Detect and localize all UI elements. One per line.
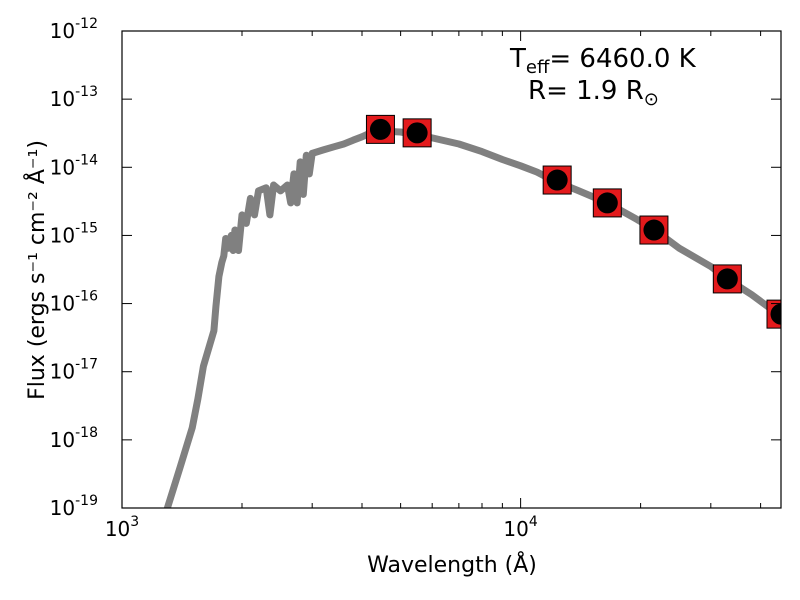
y-axis-label: Flux (ergs s⁻¹ cm⁻² Å⁻¹): [23, 140, 50, 400]
y-tick-label: 10-16: [50, 289, 98, 316]
y-tick-label: 10-19: [50, 493, 98, 520]
photometry-point: [592, 188, 622, 218]
y-tick-label: 10-12: [50, 16, 98, 43]
point-circle-marker: [770, 303, 781, 325]
photometry-point: [402, 118, 432, 148]
photometry-point: [365, 114, 395, 144]
annotation: Teff= 6460.0 K R= 1.9 R⊙: [509, 44, 697, 110]
photometry-point: [639, 215, 669, 245]
point-circle-marker: [406, 122, 428, 144]
x-tick-label: 104: [503, 514, 537, 541]
point-circle-marker: [716, 268, 738, 290]
radius-label: R= 1.9 R⊙: [528, 76, 659, 110]
series-layer: [163, 114, 781, 508]
point-circle-marker: [596, 192, 618, 214]
photometry-point: [712, 264, 742, 294]
point-circle-marker: [369, 118, 391, 140]
point-circle-marker: [643, 219, 665, 241]
x-tick-label: 103: [105, 514, 139, 541]
ticks-layer: 103 104 10-19 10-18 10-17 10-16 10-15 10-14 10-1…: [50, 16, 781, 541]
point-circle-marker: [546, 169, 568, 191]
y-tick-label: 10-18: [50, 425, 98, 452]
y-tick-label: 10-13: [50, 84, 98, 111]
y-tick-label: 10-14: [50, 152, 98, 179]
plot-area: [122, 31, 781, 508]
y-tick-label: 10-15: [50, 220, 98, 247]
y-tick-label: 10-17: [50, 357, 98, 384]
photometry-point: [766, 299, 781, 329]
teff-label: Teff= 6460.0 K: [509, 44, 697, 78]
x-axis-label: Wavelength (Å): [367, 551, 537, 578]
model-spectrum-line: [163, 127, 781, 508]
plot-frame: [121, 30, 782, 509]
photometry-point: [542, 165, 572, 195]
